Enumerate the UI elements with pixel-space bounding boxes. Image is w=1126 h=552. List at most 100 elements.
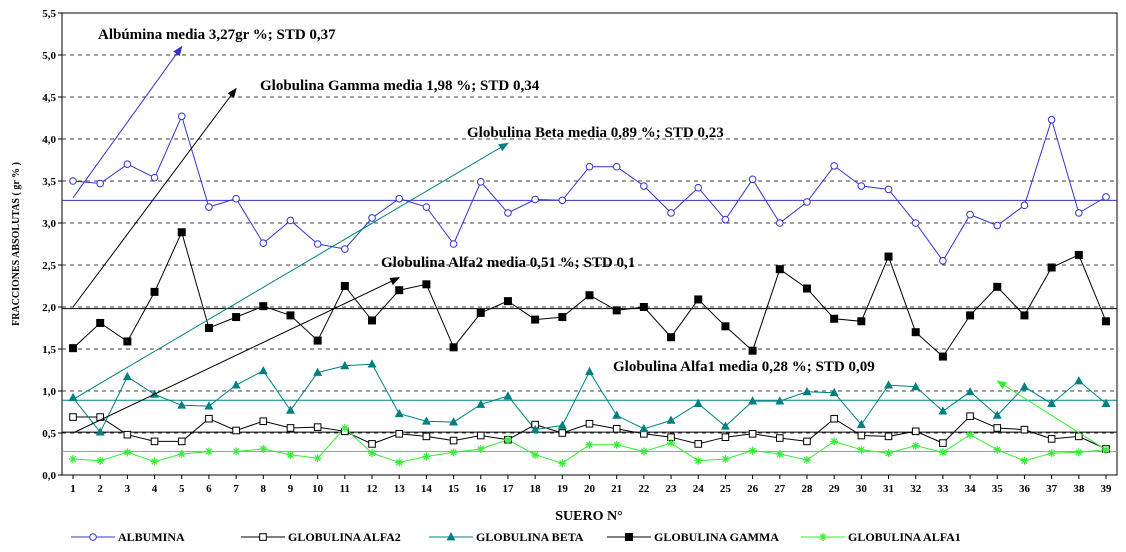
data-point-globulina-gamma — [503, 297, 512, 306]
data-point-globulina-beta — [286, 405, 295, 414]
data-point-albumina — [449, 240, 458, 248]
data-point-globulina-gamma — [1102, 317, 1110, 326]
data-point-globulina-beta — [693, 398, 703, 407]
data-point-globulina-alfa2 — [1020, 425, 1029, 434]
data-point-globulina-beta — [612, 410, 622, 419]
x-tick-label: 29 — [829, 483, 841, 495]
data-point-globulina-alfa2 — [69, 413, 77, 421]
data-point-globulina-gamma — [96, 318, 105, 327]
data-point-globulina-beta — [1019, 381, 1029, 391]
data-point-globulina-gamma — [966, 311, 975, 320]
data-point-globulina-alfa1 — [966, 430, 975, 439]
data-point-globulina-alfa2 — [232, 426, 240, 435]
data-point-globulina-gamma — [721, 322, 730, 331]
data-point-globulina-alfa1 — [884, 449, 893, 458]
data-point-albumina — [259, 239, 268, 247]
data-point-albumina — [341, 245, 349, 253]
data-point-globulina-gamma — [884, 252, 893, 261]
data-point-globulina-beta — [938, 406, 948, 415]
x-tick-label: 39 — [1101, 483, 1113, 495]
data-point-globulina-alfa1 — [1074, 448, 1083, 457]
data-point-globulina-alfa2 — [966, 412, 974, 420]
data-point-globulina-gamma — [585, 291, 594, 300]
y-tick-label: 2,0 — [42, 302, 56, 314]
x-tick-label: 31 — [883, 483, 894, 495]
data-point-globulina-beta — [911, 381, 921, 391]
legend-swatch-marker — [625, 533, 633, 541]
data-point-globulina-beta — [231, 380, 241, 389]
data-point-globulina-alfa1 — [802, 455, 811, 464]
data-point-globulina-alfa1 — [748, 446, 757, 455]
data-point-globulina-gamma — [775, 265, 784, 274]
x-tick-label: 30 — [856, 483, 868, 495]
data-point-globulina-beta — [856, 419, 866, 428]
data-point-albumina — [803, 198, 811, 206]
data-point-globulina-alfa2 — [911, 427, 920, 436]
data-point-globulina-beta — [476, 399, 486, 408]
data-point-albumina — [966, 210, 974, 219]
data-point-globulina-beta — [530, 424, 540, 434]
data-point-globulina-alfa1 — [639, 447, 648, 456]
data-point-albumina — [1047, 115, 1056, 124]
x-tick-label: 7 — [233, 483, 239, 495]
data-point-globulina-gamma — [531, 315, 540, 324]
x-tick-label: 37 — [1046, 483, 1058, 495]
x-tick-label: 6 — [206, 483, 212, 495]
data-point-globulina-alfa1 — [422, 452, 431, 461]
data-point-globulina-gamma — [123, 337, 132, 346]
data-point-globulina-alfa2 — [313, 423, 322, 431]
data-point-globulina-alfa1 — [667, 439, 676, 448]
x-tick-label: 33 — [937, 483, 949, 495]
data-point-globulina-alfa2 — [177, 437, 186, 446]
data-point-albumina — [368, 214, 376, 222]
data-point-globulina-alfa2 — [368, 440, 376, 448]
y-tick-label: 5,0 — [42, 50, 56, 62]
x-tick-label: 35 — [992, 483, 1004, 495]
data-point-globulina-gamma — [830, 314, 839, 323]
data-point-globulina-alfa1 — [368, 449, 377, 458]
data-point-globulina-alfa2 — [422, 432, 431, 441]
data-point-albumina — [1102, 193, 1110, 201]
x-tick-label: 20 — [584, 483, 596, 495]
data-point-globulina-alfa2 — [939, 439, 947, 447]
data-point-globulina-alfa1 — [775, 450, 784, 458]
data-point-albumina — [558, 196, 567, 205]
legend-swatch-marker — [259, 533, 267, 541]
legend-label-globulina-gamma: GLOBULINA GAMMA — [654, 530, 779, 544]
data-point-globulina-gamma — [422, 280, 431, 289]
data-point-globulina-gamma — [748, 346, 757, 355]
data-point-globulina-alfa1 — [476, 444, 485, 453]
y-tick-label: 1,0 — [42, 386, 56, 398]
data-point-globulina-beta — [367, 359, 377, 368]
data-point-albumina — [830, 162, 838, 170]
x-tick-label: 38 — [1073, 483, 1085, 495]
data-point-globulina-alfa2 — [775, 434, 784, 442]
data-point-albumina — [69, 177, 77, 185]
annotation-arrows — [72, 45, 1107, 451]
data-point-albumina — [286, 216, 295, 225]
x-tick-label: 32 — [910, 483, 922, 495]
data-point-globulina-alfa1 — [395, 458, 404, 467]
data-point-globulina-alfa1 — [150, 457, 159, 466]
data-point-globulina-gamma — [558, 313, 567, 322]
data-point-globulina-gamma — [1020, 311, 1029, 320]
data-point-globulina-alfa2 — [395, 430, 404, 438]
data-point-albumina — [694, 183, 703, 192]
data-point-globulina-gamma — [259, 302, 268, 311]
plot-area — [61, 12, 1118, 476]
data-point-globulina-beta — [884, 380, 893, 389]
data-point-globulina-gamma — [313, 336, 322, 345]
data-point-globulina-alfa2 — [721, 433, 730, 441]
data-point-albumina — [612, 162, 621, 171]
data-point-globulina-beta — [449, 417, 459, 426]
data-point-globulina-alfa2 — [259, 417, 268, 426]
data-point-globulina-alfa2 — [857, 431, 866, 440]
data-point-globulina-gamma — [938, 352, 947, 361]
x-tick-label: 4 — [152, 483, 158, 495]
x-tick-label: 34 — [965, 483, 977, 495]
data-point-albumina — [313, 240, 322, 248]
data-point-globulina-gamma — [69, 344, 77, 353]
data-point-globulina-alfa1 — [449, 448, 458, 457]
data-point-albumina — [205, 203, 213, 211]
data-point-globulina-alfa1 — [585, 440, 594, 449]
